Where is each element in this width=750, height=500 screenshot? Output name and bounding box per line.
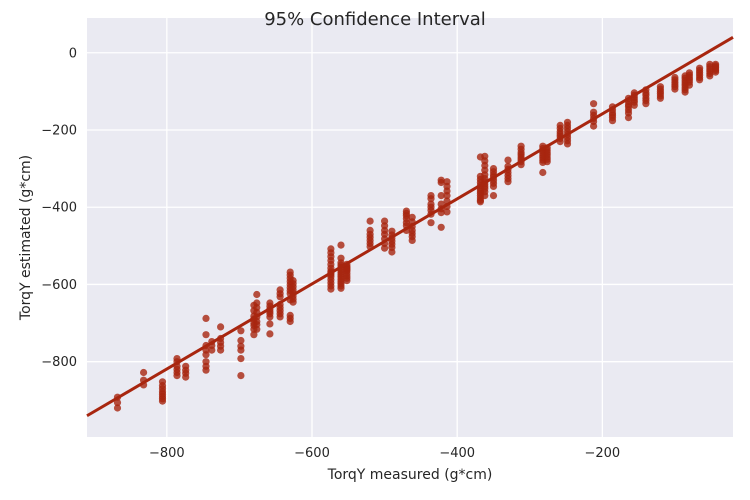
data-point: [671, 85, 679, 93]
data-point: [237, 336, 245, 345]
data-point: [642, 100, 650, 108]
data-point: [481, 192, 489, 200]
data-point: [504, 178, 512, 186]
data-point: [443, 208, 451, 216]
grid-lines: [87, 18, 733, 437]
data-point: [113, 399, 122, 407]
data-point: [489, 182, 498, 190]
data-point: [337, 284, 345, 292]
data-point: [590, 122, 598, 130]
data-point: [266, 320, 274, 328]
data-point: [182, 373, 190, 381]
y-tick-label: 0: [69, 46, 77, 61]
data-point: [276, 293, 284, 301]
data-point: [217, 323, 225, 331]
data-point: [437, 178, 445, 187]
data-point: [343, 277, 351, 285]
data-point: [327, 285, 335, 293]
data-point: [202, 314, 210, 322]
data-point: [237, 372, 245, 380]
y-tick-label: −800: [41, 355, 77, 370]
data-point: [388, 248, 396, 256]
data-point: [237, 346, 245, 354]
data-points: [113, 60, 720, 412]
regression-line: [86, 36, 734, 418]
data-point: [381, 244, 389, 252]
data-point: [443, 192, 451, 200]
data-point: [158, 397, 167, 405]
data-point: [289, 298, 297, 306]
data-point: [543, 158, 551, 166]
data-point: [237, 327, 245, 335]
chart-title: 95% Confidence Interval: [264, 9, 486, 30]
x-tick-label: −400: [439, 446, 475, 461]
data-point: [343, 266, 351, 274]
y-tick-label: −600: [41, 278, 77, 293]
data-point: [140, 368, 148, 377]
data-point: [685, 81, 694, 89]
data-point: [250, 331, 258, 339]
data-point: [276, 313, 284, 321]
data-point: [253, 325, 261, 333]
data-point: [476, 198, 484, 206]
data-point: [208, 346, 216, 354]
data-point: [504, 156, 512, 164]
data-point: [427, 195, 435, 203]
data-point: [202, 331, 210, 339]
x-tick-label: −800: [149, 446, 185, 461]
y-axis-label: TorqY estimated (g*cm): [18, 155, 34, 321]
data-point: [712, 68, 720, 76]
data-point: [253, 290, 261, 299]
data-point: [202, 366, 210, 374]
data-point: [437, 192, 445, 200]
x-axis-label: TorqY measured (g*cm): [327, 467, 493, 483]
data-point: [217, 346, 225, 354]
data-point: [590, 100, 598, 108]
data-point: [237, 355, 245, 363]
x-tick-label: −600: [294, 446, 330, 461]
data-point: [113, 404, 122, 412]
data-point: [173, 372, 181, 380]
data-point: [630, 101, 638, 109]
data-point: [437, 223, 445, 231]
data-point: [286, 317, 294, 326]
data-point: [563, 140, 572, 148]
data-point: [656, 94, 665, 102]
data-point: [408, 236, 416, 244]
data-point: [266, 313, 274, 321]
data-point: [624, 114, 633, 122]
data-point: [681, 88, 689, 96]
y-tick-label: −200: [41, 123, 77, 138]
data-point: [489, 192, 498, 200]
data-point: [608, 117, 617, 125]
x-tick-label: −200: [584, 446, 620, 461]
x-axis-ticks: −800 −600 −400 −200: [149, 446, 620, 461]
data-point: [539, 168, 547, 177]
data-point: [266, 330, 274, 338]
data-point: [337, 241, 345, 249]
data-point: [706, 72, 714, 80]
data-point: [427, 219, 435, 227]
y-axis-ticks: 0 −200 −400 −600 −800: [41, 46, 77, 370]
data-point: [696, 76, 704, 84]
data-point: [202, 351, 210, 359]
y-tick-label: −400: [41, 201, 77, 216]
data-point: [366, 217, 374, 225]
